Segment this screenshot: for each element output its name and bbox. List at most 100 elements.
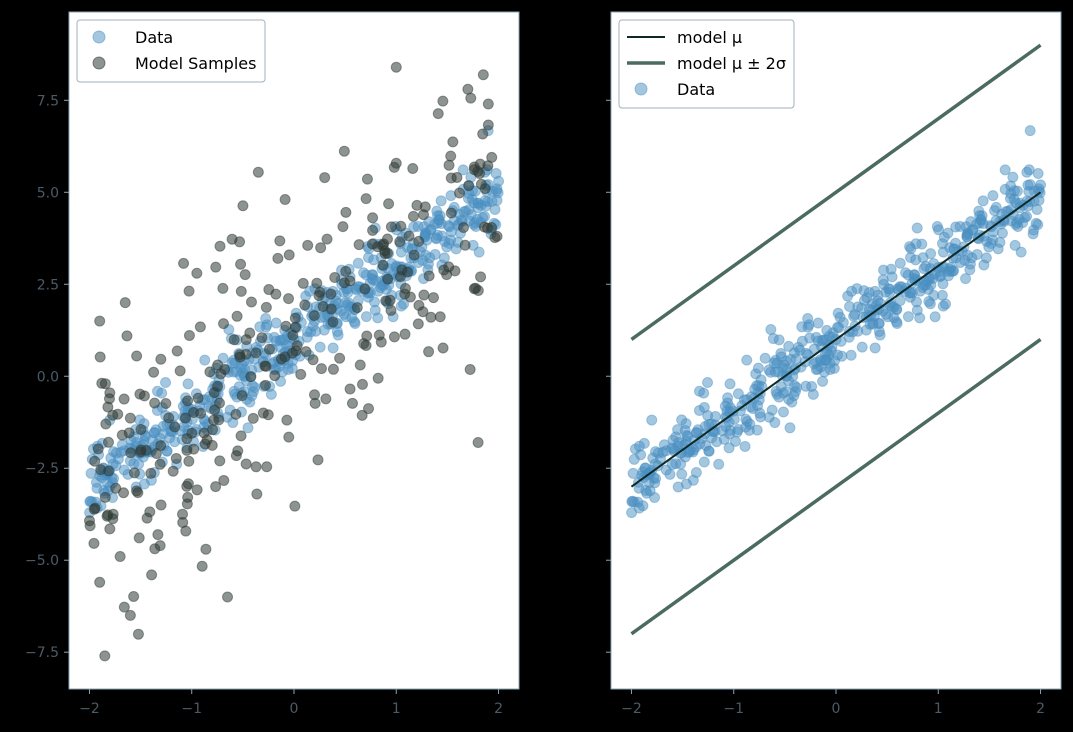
data-point xyxy=(240,458,252,470)
x-tick-label: −1 xyxy=(723,701,744,717)
data-point xyxy=(894,257,906,269)
data-point xyxy=(923,296,935,308)
data-point xyxy=(804,332,816,344)
series-layer xyxy=(626,43,1047,636)
data-point xyxy=(92,443,104,455)
data-point xyxy=(1028,224,1040,236)
data-point xyxy=(260,313,272,325)
data-point xyxy=(228,334,240,346)
data-point xyxy=(489,232,501,244)
data-point xyxy=(399,328,411,340)
data-point xyxy=(413,299,425,311)
data-point xyxy=(250,461,262,473)
data-point xyxy=(204,366,216,378)
data-point xyxy=(845,349,857,361)
series-model-samples xyxy=(83,61,503,662)
model-lower-band-line xyxy=(630,338,1042,636)
data-point xyxy=(473,246,485,258)
data-point xyxy=(983,241,995,253)
y-tick-label: −7.5 xyxy=(25,645,59,661)
data-point xyxy=(222,591,234,603)
data-point xyxy=(432,108,444,120)
data-point xyxy=(134,388,146,400)
data-point xyxy=(128,467,140,479)
data-point xyxy=(666,442,678,454)
data-point xyxy=(769,366,781,378)
data-point xyxy=(289,500,301,512)
data-point xyxy=(490,167,502,179)
data-point xyxy=(314,341,326,353)
data-point xyxy=(152,529,164,541)
data-point xyxy=(773,391,785,403)
data-point xyxy=(743,424,755,436)
data-point xyxy=(482,119,494,131)
data-point xyxy=(425,224,437,236)
data-point xyxy=(412,318,424,330)
data-point xyxy=(808,358,820,370)
data-point xyxy=(302,239,314,251)
data-point xyxy=(231,310,243,322)
data-point xyxy=(99,491,111,503)
data-point xyxy=(702,377,714,389)
data-point xyxy=(119,297,131,309)
data-point xyxy=(118,393,130,405)
data-point xyxy=(342,287,354,299)
data-point xyxy=(270,317,282,329)
data-point xyxy=(768,357,780,369)
data-point xyxy=(383,198,395,210)
data-point xyxy=(394,271,406,283)
data-point xyxy=(477,69,489,81)
data-point xyxy=(672,481,684,493)
data-point xyxy=(652,447,664,459)
data-point xyxy=(217,282,229,294)
data-point xyxy=(693,405,705,416)
y-tick-label: −5.0 xyxy=(25,553,59,569)
data-point xyxy=(627,467,639,479)
x-tick-label: 1 xyxy=(934,701,943,717)
data-point xyxy=(334,352,346,364)
data-point xyxy=(100,418,112,430)
data-point xyxy=(445,207,457,219)
data-point xyxy=(766,404,778,416)
data-point xyxy=(124,412,136,424)
data-point xyxy=(869,342,881,354)
data-point xyxy=(170,452,182,464)
data-point xyxy=(208,414,220,426)
data-point xyxy=(133,532,145,544)
data-point xyxy=(335,305,347,317)
data-point xyxy=(254,321,266,333)
data-point xyxy=(329,272,341,284)
data-point xyxy=(713,458,725,470)
data-point xyxy=(463,180,475,192)
data-point xyxy=(155,440,167,452)
data-point xyxy=(217,352,229,364)
data-point xyxy=(237,200,249,212)
data-point xyxy=(94,351,106,363)
x-tick-label: 0 xyxy=(290,701,299,717)
data-point xyxy=(1004,192,1016,204)
data-point xyxy=(447,136,459,148)
data-point xyxy=(1031,203,1043,215)
data-point xyxy=(247,412,259,424)
data-point xyxy=(272,252,284,264)
data-point xyxy=(215,368,227,380)
data-point xyxy=(178,257,190,269)
data-point xyxy=(404,291,416,303)
data-point xyxy=(940,298,952,310)
data-point xyxy=(711,436,723,448)
data-point xyxy=(945,265,957,277)
model-mu-line xyxy=(630,191,1042,488)
data-point xyxy=(996,227,1008,239)
data-point xyxy=(177,516,189,528)
data-point xyxy=(346,397,358,409)
data-point xyxy=(325,288,337,300)
data-point xyxy=(191,267,203,279)
data-point xyxy=(353,239,365,251)
data-point xyxy=(790,353,802,365)
data-point xyxy=(245,296,257,308)
data-point xyxy=(767,333,779,345)
data-point xyxy=(844,301,856,312)
data-point xyxy=(973,205,985,217)
data-point xyxy=(235,285,247,297)
x-tick-label: 2 xyxy=(1036,701,1045,717)
